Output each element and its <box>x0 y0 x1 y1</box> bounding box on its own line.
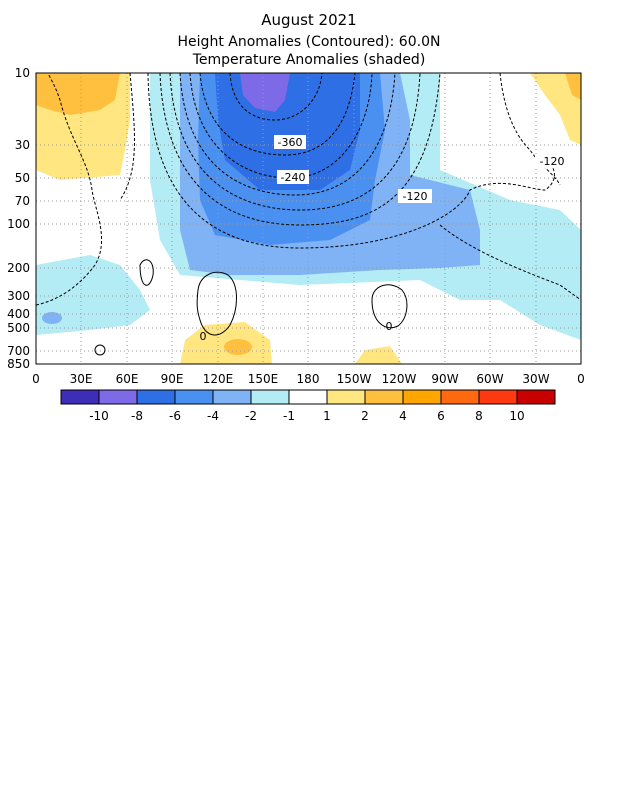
x-tick-label: 120W <box>382 372 417 386</box>
x-tick-label: 30W <box>522 372 549 386</box>
x-tick-label: 0 <box>577 372 585 386</box>
colorbar-swatch <box>402 389 442 405</box>
height-contours <box>36 73 581 356</box>
contour-labels: -360 -240 -120 -120 0 0 <box>200 135 569 343</box>
chart-subtitle-temperature: Temperature Anomalies (shaded) <box>192 52 426 68</box>
y-tick-label: 400 <box>7 307 30 321</box>
colorbar-label: 10 <box>509 409 524 423</box>
colorbar-label: 8 <box>475 409 483 423</box>
colorbar-label: -1 <box>283 409 295 423</box>
y-tick-label: 850 <box>7 357 30 371</box>
contour-label: 0 <box>200 330 207 343</box>
colorbar-swatch <box>478 389 518 405</box>
colorbar-swatch <box>288 389 328 405</box>
y-axis-tick-labels: 10 30 50 70 100 200 300 400 500 700 850 <box>7 66 30 371</box>
y-tick-label: 500 <box>7 321 30 335</box>
y-tick-label: 700 <box>7 344 30 358</box>
colorbar-swatch <box>516 389 556 405</box>
x-tick-label: 120E <box>203 372 234 386</box>
contour-label: -360 <box>278 136 303 149</box>
plot-frame <box>35 72 582 365</box>
x-tick-label: 90W <box>431 372 458 386</box>
colorbar <box>60 389 556 405</box>
colorbar-swatch <box>440 389 480 405</box>
colorbar-swatch <box>212 389 252 405</box>
contour-label: -240 <box>281 171 306 184</box>
chart-title: August 2021 <box>261 11 357 29</box>
x-tick-label: 150W <box>337 372 372 386</box>
colorbar-label: 4 <box>399 409 407 423</box>
x-tick-label: 60E <box>116 372 139 386</box>
colorbar-label: -8 <box>131 409 143 423</box>
y-tick-label: 300 <box>7 289 30 303</box>
colorbar-label: 2 <box>361 409 369 423</box>
colorbar-label: -6 <box>169 409 181 423</box>
y-tick-label: 70 <box>15 194 30 208</box>
x-tick-label: 180 <box>297 372 320 386</box>
x-axis-tick-labels: 0 30E 60E 90E 120E 150E 180 150W 120W 90… <box>32 372 585 386</box>
contour-label: -120 <box>403 190 428 203</box>
contour-label: -120 <box>540 155 565 168</box>
colorbar-swatch <box>136 389 176 405</box>
colorbar-label: -4 <box>207 409 219 423</box>
temperature-shading <box>36 73 581 364</box>
colorbar-label: 6 <box>437 409 445 423</box>
colorbar-label: 1 <box>323 409 331 423</box>
colorbar-label: -2 <box>245 409 257 423</box>
colorbar-swatch <box>98 389 138 405</box>
y-tick-label: 30 <box>15 138 30 152</box>
colorbar-swatch <box>174 389 214 405</box>
x-tick-label: 60W <box>476 372 503 386</box>
y-tick-label: 50 <box>15 171 30 185</box>
colorbar-swatch <box>326 389 366 405</box>
contour-label: 0 <box>386 320 393 333</box>
y-tick-label: 200 <box>7 261 30 275</box>
x-tick-label: 90E <box>161 372 184 386</box>
y-tick-label: 10 <box>15 66 30 80</box>
colorbar-labels: -10 -8 -6 -4 -2 -1 1 2 4 6 8 10 <box>89 409 524 423</box>
x-tick-label: 150E <box>248 372 279 386</box>
x-tick-label: 0 <box>32 372 40 386</box>
colorbar-swatch <box>60 389 100 405</box>
colorbar-swatch <box>250 389 290 405</box>
y-tick-label: 100 <box>7 217 30 231</box>
chart-subtitle-height: Height Anomalies (Contoured): 60.0N <box>177 34 441 50</box>
x-tick-label: 30E <box>70 372 93 386</box>
colorbar-label: -10 <box>89 409 109 423</box>
colorbar-swatch <box>364 389 404 405</box>
